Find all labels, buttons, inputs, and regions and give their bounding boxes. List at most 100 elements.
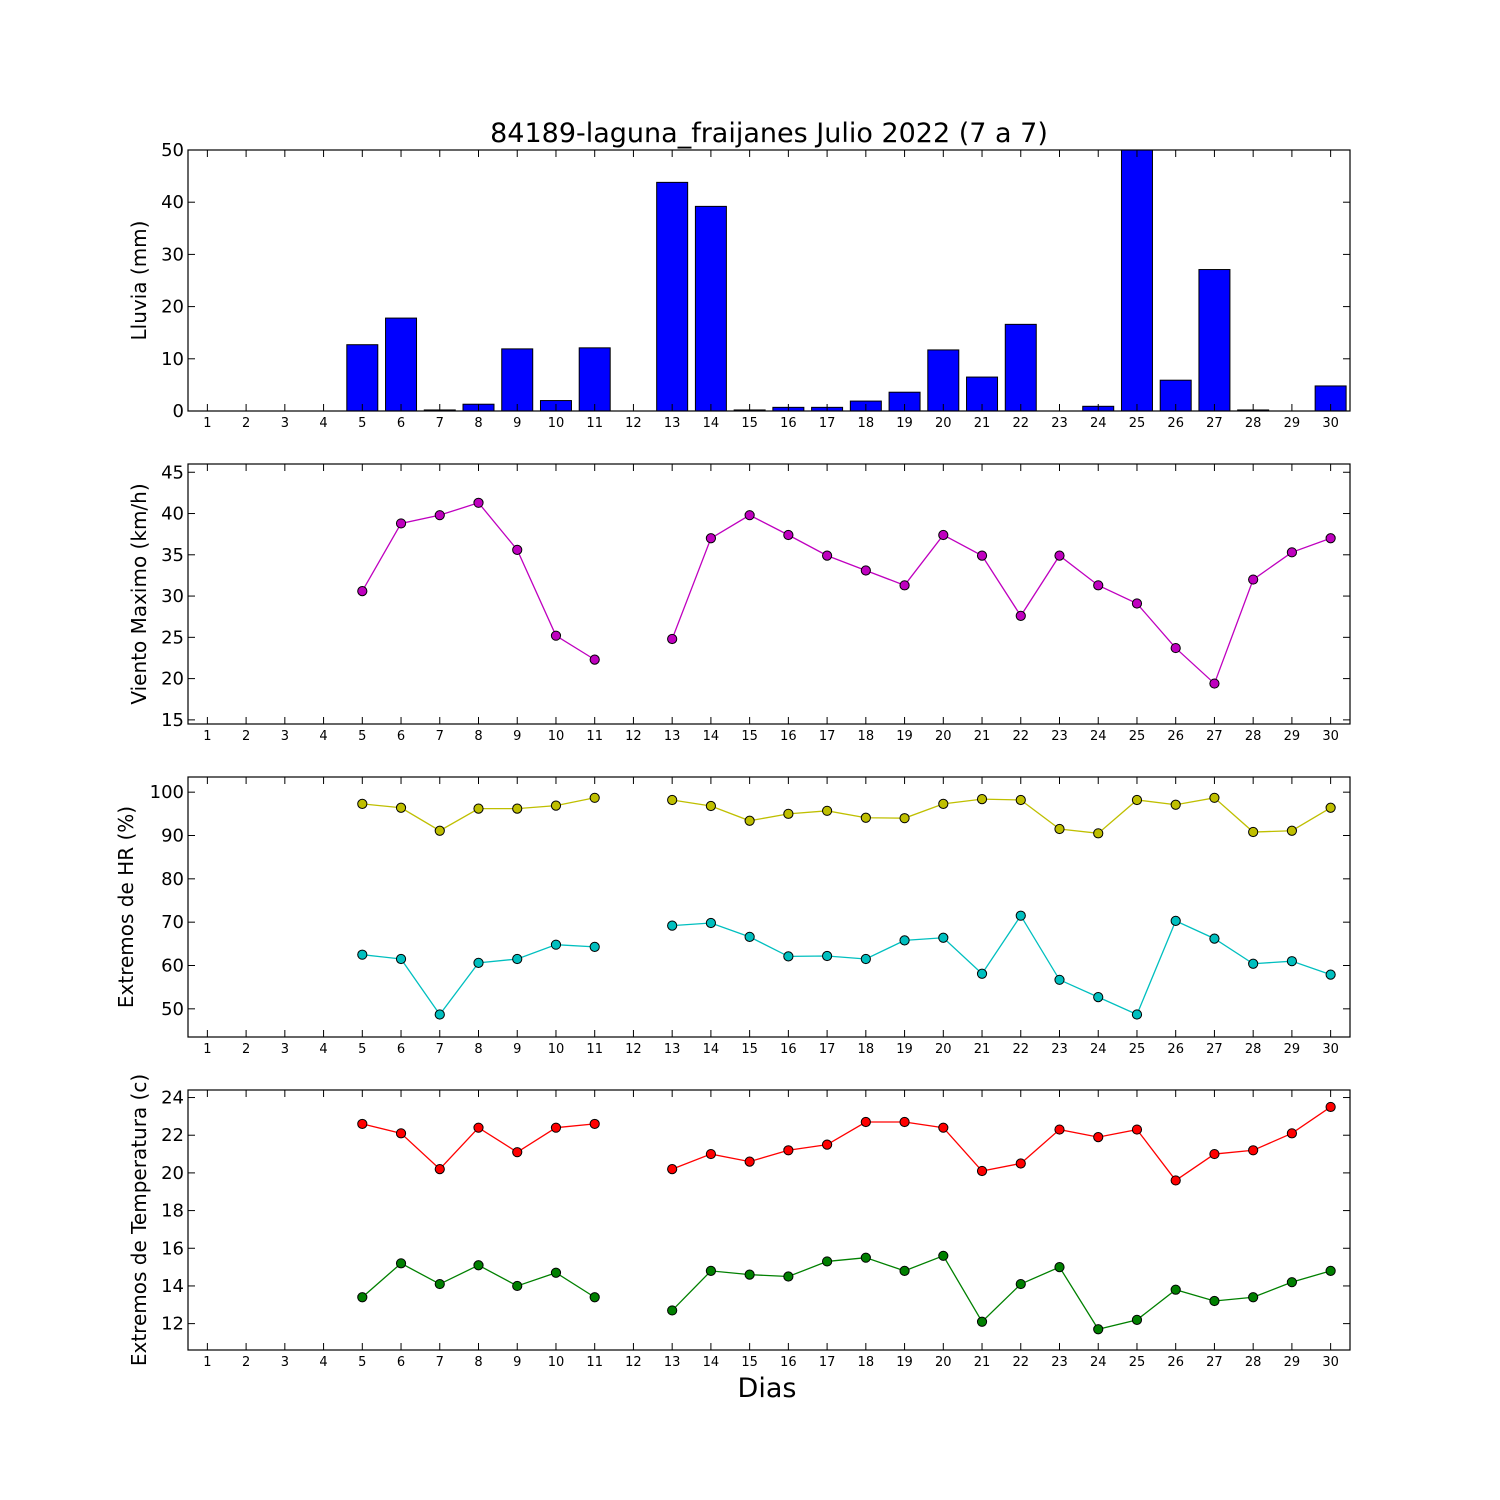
x-tick-label: 8 (474, 729, 482, 744)
x-tick-label: 16 (780, 416, 797, 431)
x-tick-label: 18 (858, 1042, 875, 1057)
x-tick-label: 27 (1206, 416, 1223, 431)
point-series-1-day-28 (1248, 1145, 1259, 1156)
x-tick-label: 30 (1322, 1355, 1339, 1370)
point-series-1-day-6 (395, 1128, 407, 1139)
axes-frame (187, 1089, 1351, 1351)
x-tick-label: 20 (935, 416, 952, 431)
point-series-2-day-9 (512, 953, 523, 965)
point-series-1-day-15 (744, 815, 755, 826)
x-tick-label: 14 (703, 1042, 720, 1057)
point-series-2-day-10 (550, 939, 562, 950)
x-tick-label: 28 (1245, 416, 1262, 431)
point-series-2-day-23 (1054, 974, 1065, 985)
axes-frame (187, 463, 1351, 725)
point-series-2-day-18 (860, 1252, 871, 1263)
y-tick-label: 50 (161, 140, 184, 161)
y-tick-label: 0 (173, 401, 184, 422)
point-series-2-day-9 (512, 1280, 523, 1292)
point-series-1-day-27 (1209, 678, 1220, 689)
point-series-1-day-18 (860, 565, 871, 576)
axes-frame (187, 149, 1351, 412)
point-series-1-day-5 (357, 798, 368, 809)
x-tick-label: 17 (819, 1355, 836, 1370)
series-2-line-segment-2 (672, 914, 1331, 1016)
bar-day-5 (346, 344, 379, 412)
point-series-1-day-6 (395, 802, 407, 813)
point-series-2-day-28 (1248, 958, 1259, 969)
x-tick-label: 8 (474, 416, 482, 431)
point-series-1-day-14 (705, 1148, 717, 1160)
point-series-2-day-11 (589, 1292, 600, 1303)
x-tick-label: 14 (703, 416, 720, 431)
x-tick-label: 15 (741, 416, 758, 431)
point-series-1-day-21 (976, 550, 988, 561)
x-tick-label: 23 (1051, 1042, 1068, 1057)
bar-day-27 (1198, 269, 1231, 412)
x-tick-label: 22 (1012, 1355, 1029, 1370)
point-series-2-day-26 (1170, 915, 1181, 926)
x-tick-label: 11 (586, 416, 603, 431)
x-tick-label: 29 (1284, 1042, 1301, 1057)
bar-day-13 (656, 181, 689, 412)
x-tick-label: 24 (1090, 1042, 1107, 1057)
x-tick-label: 2 (242, 1355, 250, 1370)
x-tick-label: 26 (1167, 416, 1184, 431)
point-series-2-day-10 (550, 1267, 562, 1278)
x-tick-label: 11 (586, 1355, 603, 1370)
x-tick-label: 15 (741, 1042, 758, 1057)
point-series-1-day-22 (1015, 794, 1026, 806)
x-tick-label: 6 (397, 416, 405, 431)
x-tick-label: 23 (1051, 729, 1068, 744)
y-tick-label: 22 (161, 1125, 184, 1146)
x-tick-label: 12 (625, 729, 642, 744)
axes-frame (187, 776, 1351, 1038)
x-tick-label: 19 (896, 416, 913, 431)
point-series-2-day-23 (1054, 1262, 1065, 1273)
point-series-2-day-7 (434, 1278, 445, 1290)
x-tick-label: 25 (1129, 1042, 1146, 1057)
point-series-2-day-8 (473, 957, 484, 969)
point-series-1-day-14 (705, 533, 717, 544)
series-1-line-segment-2 (672, 797, 1331, 835)
x-tick-label: 30 (1322, 729, 1339, 744)
x-tick-label: 5 (358, 1355, 366, 1370)
point-series-2-day-24 (1093, 1324, 1104, 1335)
x-tick-label: 17 (819, 729, 836, 744)
point-series-1-day-17 (822, 1139, 833, 1150)
point-series-1-day-26 (1170, 1175, 1181, 1186)
point-series-1-day-8 (473, 1122, 484, 1133)
x-tick-label: 29 (1284, 729, 1301, 744)
point-series-1-day-18 (860, 1116, 871, 1128)
point-series-1-day-18 (860, 812, 871, 823)
point-series-1-day-23 (1054, 823, 1065, 835)
point-series-2-day-7 (434, 1009, 445, 1020)
point-series-2-day-29 (1286, 1277, 1298, 1288)
point-series-2-day-21 (976, 968, 988, 979)
point-series-1-day-22 (1015, 1158, 1026, 1169)
point-series-2-day-19 (899, 935, 910, 946)
x-tick-label: 7 (436, 1355, 444, 1370)
x-tick-label: 28 (1245, 729, 1262, 744)
x-tick-label: 2 (242, 416, 250, 431)
point-series-1-day-25 (1131, 794, 1143, 806)
y-axis-label: Extremos de Temperatura (c) (127, 1074, 151, 1366)
point-series-2-day-15 (744, 1269, 755, 1280)
x-tick-label: 21 (974, 729, 991, 744)
x-tick-label: 9 (513, 416, 521, 431)
point-series-1-day-22 (1015, 610, 1026, 621)
series-1-line-segment-2 (671, 514, 1331, 685)
point-series-1-day-10 (550, 800, 562, 811)
y-tick-label: 35 (161, 545, 184, 566)
bar-day-25 (1120, 149, 1153, 412)
x-tick-label: 20 (935, 1042, 952, 1057)
y-tick-label: 20 (161, 669, 184, 690)
x-tick-label: 3 (281, 416, 289, 431)
point-series-2-day-13 (667, 1305, 678, 1316)
x-tick-label: 21 (974, 416, 991, 431)
point-series-1-day-15 (744, 1156, 755, 1167)
point-series-1-day-26 (1170, 799, 1181, 810)
x-tick-label: 4 (319, 1355, 327, 1370)
x-tick-label: 28 (1245, 1042, 1262, 1057)
